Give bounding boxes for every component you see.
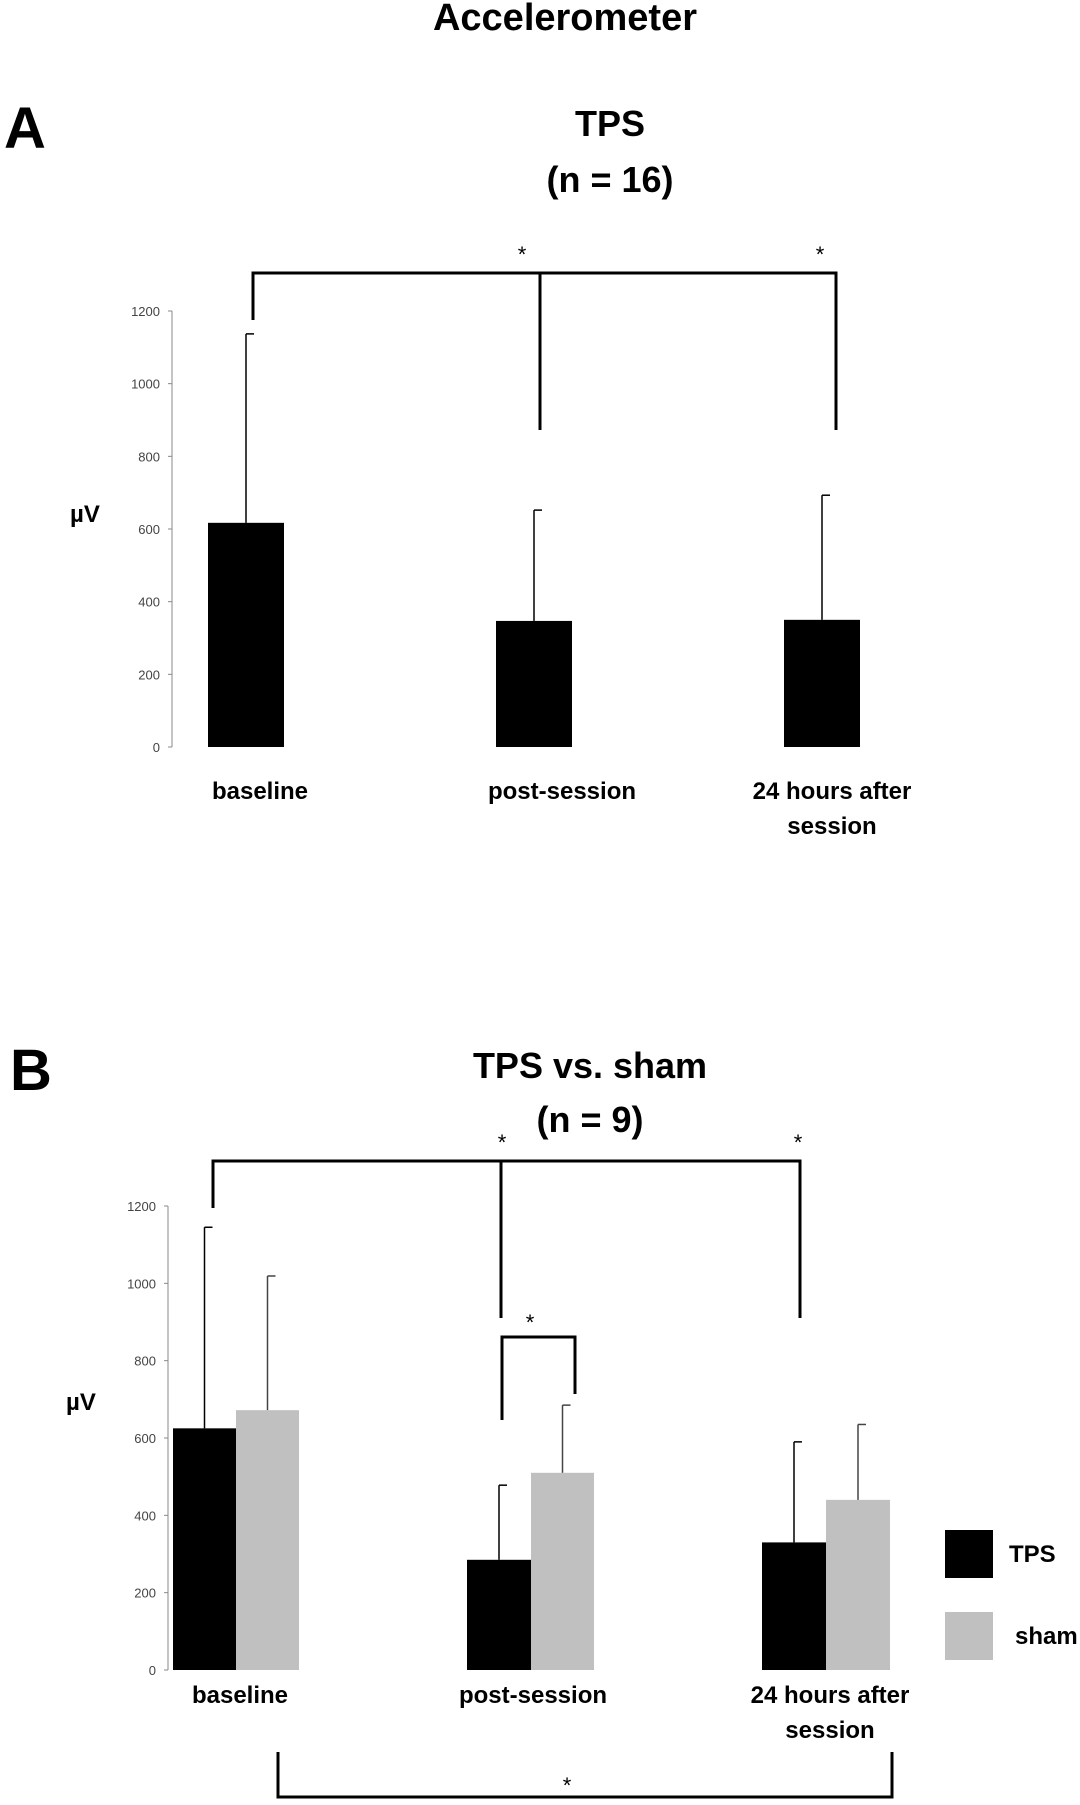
category-label: baseline bbox=[212, 778, 308, 805]
significance-star: * bbox=[816, 242, 825, 267]
panel-b-axis: 0 200 400 600 800 1000 1200 bbox=[127, 1199, 169, 1678]
category-label: 24 hours after session bbox=[751, 1682, 910, 1744]
significance-star: * bbox=[518, 242, 527, 267]
y-tick-label: 1000 bbox=[127, 1276, 156, 1291]
panel-a-axis: 0 200 400 600 800 1000 1200 bbox=[131, 304, 173, 755]
legend-swatch bbox=[945, 1612, 993, 1660]
y-tick-label: 200 bbox=[134, 1586, 156, 1601]
significance-bracket bbox=[276, 1752, 894, 1799]
significance-star: * bbox=[794, 1130, 803, 1155]
y-tick-label: 0 bbox=[153, 740, 160, 755]
bar bbox=[826, 1499, 890, 1670]
category-label: baseline bbox=[192, 1682, 288, 1709]
panel-letter-a: A bbox=[4, 96, 46, 161]
panel-a-bars bbox=[208, 333, 860, 747]
y-tick-label: 1200 bbox=[131, 304, 160, 319]
panel-a-categories: baseline post-session 24 hours after sessio… bbox=[212, 778, 911, 840]
panel-b-subtitle: (n = 9) bbox=[536, 1099, 643, 1140]
panel-b-significance: * * * * bbox=[211, 1130, 894, 1799]
significance-bracket bbox=[211, 1159, 802, 1318]
y-tick-label: 1200 bbox=[127, 1199, 156, 1214]
panel-b-categories: baseline post-session 24 hours after sessio… bbox=[192, 1682, 909, 1744]
panel-b-legend: TPS sham bbox=[945, 1530, 1078, 1660]
panel-a: A TPS (n = 16) µV 020040060080010001200 … bbox=[4, 96, 911, 840]
y-tick-label: 800 bbox=[134, 1354, 156, 1369]
bar bbox=[531, 1472, 594, 1670]
significance-star: * bbox=[498, 1130, 507, 1155]
panel-a-y-axis-label: µV bbox=[70, 501, 100, 528]
bar bbox=[236, 1410, 299, 1670]
figure-title: Accelerometer bbox=[433, 0, 697, 39]
bar bbox=[762, 1542, 826, 1670]
bar bbox=[784, 619, 860, 747]
y-tick-label: 400 bbox=[138, 595, 160, 610]
panel-letter-b: B bbox=[10, 1038, 52, 1103]
legend-label: TPS bbox=[1009, 1541, 1056, 1568]
bar bbox=[208, 522, 284, 747]
y-tick-label: 0 bbox=[149, 1663, 156, 1678]
category-label: post-session bbox=[459, 1682, 607, 1709]
panel-a-significance: * * bbox=[251, 242, 838, 430]
y-tick-label: 200 bbox=[138, 667, 160, 682]
panel-b-bars bbox=[173, 1226, 890, 1670]
legend-swatch bbox=[945, 1530, 993, 1578]
legend-label: sham bbox=[1015, 1623, 1078, 1650]
y-tick-label: 600 bbox=[134, 1431, 156, 1446]
bar bbox=[467, 1559, 531, 1670]
significance-bracket bbox=[251, 271, 838, 430]
bar bbox=[173, 1428, 236, 1670]
panel-a-subtitle: (n = 16) bbox=[546, 159, 673, 200]
category-label: post-session bbox=[488, 778, 636, 805]
significance-star: * bbox=[526, 1310, 535, 1335]
category-label: 24 hours after session bbox=[753, 778, 912, 840]
y-tick-label: 400 bbox=[134, 1508, 156, 1523]
bar bbox=[496, 620, 572, 747]
y-tick-label: 1000 bbox=[131, 377, 160, 392]
significance-bracket bbox=[500, 1335, 577, 1420]
panel-b: B TPS vs. sham (n = 9) µV 0 200 400 600 800 1… bbox=[10, 1038, 1078, 1799]
panel-b-title: TPS vs. sham bbox=[473, 1045, 707, 1086]
y-tick-label: 600 bbox=[138, 522, 160, 537]
panel-b-y-axis-label: µV bbox=[66, 1389, 96, 1416]
significance-star: * bbox=[563, 1773, 572, 1798]
panel-a-title: TPS bbox=[575, 103, 645, 144]
y-tick-label: 800 bbox=[138, 449, 160, 464]
